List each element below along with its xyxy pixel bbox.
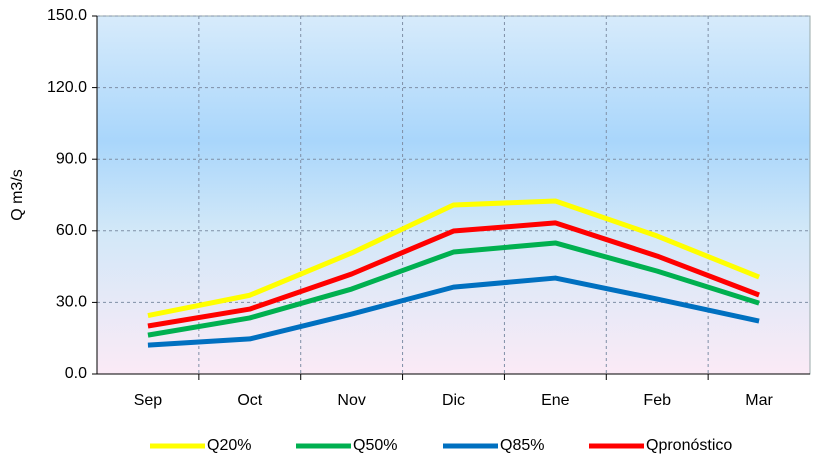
series-line xyxy=(147,275,760,348)
legend-label: Q20% xyxy=(207,437,251,454)
x-tick-label: Ene xyxy=(541,392,570,409)
y-tick-label: 30.0 xyxy=(56,294,87,311)
x-tick-label: Oct xyxy=(237,392,262,409)
x-tick-label: Mar xyxy=(745,392,773,409)
x-tick-label: Sep xyxy=(134,392,163,409)
series-line xyxy=(147,220,760,329)
x-tick-label: Dic xyxy=(442,392,465,409)
y-axis-label: Q m3/s xyxy=(9,169,26,221)
y-tick-label: 150.0 xyxy=(47,7,87,24)
legend-label: Q85% xyxy=(500,437,544,454)
x-tick-label: Nov xyxy=(337,392,365,409)
y-tick-label: 120.0 xyxy=(47,79,87,96)
y-tick-label: 0.0 xyxy=(65,365,87,382)
series-line xyxy=(147,198,761,318)
y-tick-label: 60.0 xyxy=(56,222,87,239)
y-tick-label: 90.0 xyxy=(56,150,87,167)
x-tick-label: Feb xyxy=(643,392,671,409)
plot-area xyxy=(96,15,811,375)
legend-label: Q50% xyxy=(353,437,397,454)
series-line xyxy=(147,240,760,338)
legend-label: Qpronóstico xyxy=(646,437,732,454)
